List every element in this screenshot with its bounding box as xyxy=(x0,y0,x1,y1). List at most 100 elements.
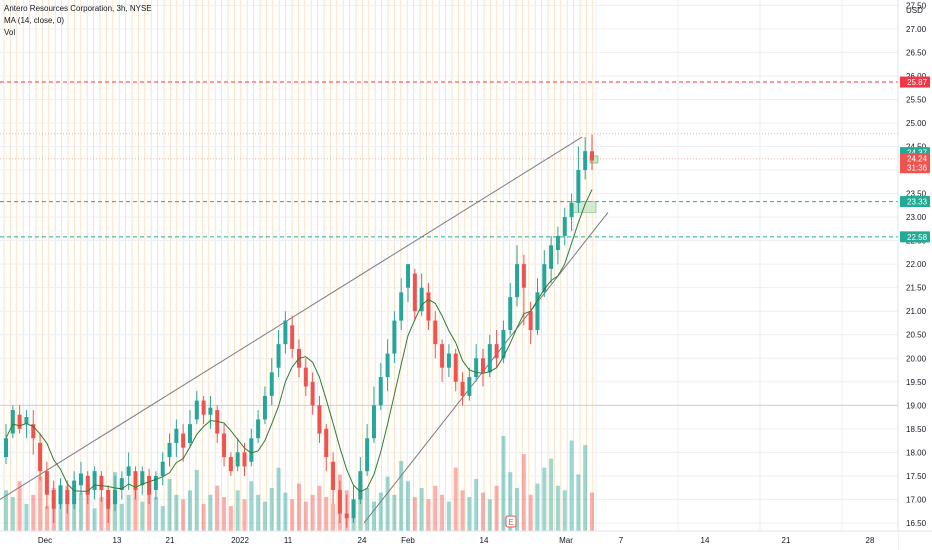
candle-body xyxy=(474,358,479,378)
volume-bar xyxy=(583,445,588,531)
volume-bar xyxy=(426,499,431,531)
volume-bar xyxy=(228,506,233,531)
y-tick-label: 23.50 xyxy=(906,190,927,199)
candle-body xyxy=(487,344,492,373)
volume-bar xyxy=(331,503,336,531)
y-tick-label: 21.00 xyxy=(906,307,927,316)
volume-bar xyxy=(133,485,138,531)
volume-bar xyxy=(508,472,513,531)
volume-bar xyxy=(262,501,267,531)
volume-bar xyxy=(494,485,499,531)
candle-body xyxy=(187,424,192,443)
earnings-marker-box xyxy=(505,515,517,528)
volume-bar xyxy=(153,497,158,531)
candle-body xyxy=(133,471,138,491)
volume-bar xyxy=(31,494,36,531)
volume-bar xyxy=(194,469,199,531)
candle-body xyxy=(331,461,336,491)
y-tick-label: 27.00 xyxy=(906,25,927,34)
volume-bar xyxy=(126,494,131,531)
volume-bar xyxy=(85,483,90,531)
candle-body xyxy=(310,381,315,406)
candle-body xyxy=(521,264,526,288)
candle-body xyxy=(235,452,240,467)
x-tick-label: 24 xyxy=(358,536,367,545)
price-badge xyxy=(900,196,930,208)
candle-body xyxy=(10,410,15,434)
candle-body xyxy=(440,344,445,368)
volume-bar xyxy=(358,481,363,531)
volume-bar xyxy=(474,478,479,531)
price-badge xyxy=(900,76,930,88)
candle-body xyxy=(140,471,145,486)
volume-bar xyxy=(521,454,526,531)
volume-bar xyxy=(446,501,451,531)
candle-body xyxy=(412,273,417,312)
volume-bar xyxy=(38,476,43,531)
candle-body xyxy=(119,478,124,491)
candle-body xyxy=(576,170,581,203)
trendline-upper xyxy=(0,136,583,500)
y-tick-label: 17.00 xyxy=(906,495,927,504)
y-tick-label: 21.50 xyxy=(906,284,927,293)
candle-body xyxy=(262,395,267,420)
candle-body xyxy=(256,419,261,439)
candle-body xyxy=(590,151,594,161)
volume-bar xyxy=(92,508,97,531)
candle-body xyxy=(4,438,8,458)
y-tick-label: 19.50 xyxy=(906,378,927,387)
candle-body xyxy=(201,400,206,415)
candle-body xyxy=(222,433,227,458)
volume-bar xyxy=(181,499,186,531)
candle-body xyxy=(194,400,199,420)
volume-bar xyxy=(167,478,172,531)
legend-title: Antero Resources Corporation, 3h, NYSE xyxy=(4,4,152,13)
x-tick-label: 14 xyxy=(701,536,710,545)
y-tick-label: 23.00 xyxy=(906,213,927,222)
price-badge-label: 22.58 xyxy=(907,233,928,242)
candle-body xyxy=(351,499,356,519)
time-axis-bg xyxy=(0,531,898,550)
y-tick-label: 18.00 xyxy=(906,448,927,457)
candle-body xyxy=(392,320,397,354)
volume-bar xyxy=(535,483,540,531)
candle-body xyxy=(358,471,363,500)
candle-body xyxy=(303,367,308,387)
candle-body xyxy=(78,473,83,486)
candle-body xyxy=(51,490,56,509)
volume-bar xyxy=(140,501,145,531)
volume-bar xyxy=(160,506,165,531)
candle-body xyxy=(249,438,254,462)
volume-bar xyxy=(590,492,594,531)
candle-body xyxy=(365,438,370,472)
x-tick-label: Feb xyxy=(401,536,415,545)
candle-body xyxy=(555,235,560,251)
candle-body xyxy=(467,377,472,396)
candle-body xyxy=(371,405,376,439)
legend-ma: MA (14, close, 0) xyxy=(4,16,65,25)
volume-bar xyxy=(419,488,424,531)
candle-body xyxy=(419,287,424,312)
x-tick-label: 7 xyxy=(619,536,624,545)
volume-bar xyxy=(555,485,560,531)
volume-bar xyxy=(385,476,390,531)
candle-body xyxy=(406,264,411,288)
candle-body xyxy=(337,490,342,514)
candle-body xyxy=(562,217,567,236)
volume-bar xyxy=(17,481,22,531)
candle-body xyxy=(126,466,131,476)
volume-bar xyxy=(78,492,83,531)
volume-bar xyxy=(119,503,124,531)
y-tick-label: 19.00 xyxy=(906,401,927,410)
price-badge-label: 23.33 xyxy=(907,198,928,207)
price-badge xyxy=(900,231,930,243)
price-axis-bg xyxy=(898,0,932,550)
candle-body xyxy=(583,151,588,171)
y-tick-label: 25.00 xyxy=(906,119,927,128)
candle-body xyxy=(283,320,288,345)
volume-bar xyxy=(24,503,29,531)
volume-bar xyxy=(269,488,274,531)
candle-body xyxy=(31,424,36,439)
